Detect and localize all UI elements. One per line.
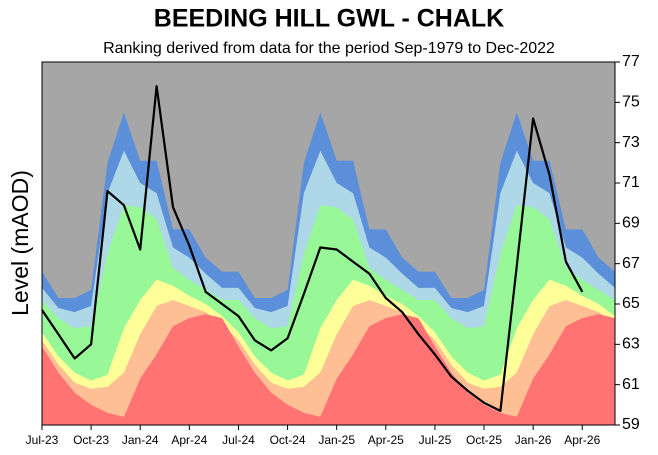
x-tick-label: Jan-26 <box>515 433 552 447</box>
x-tick-label: Oct-25 <box>466 433 502 447</box>
y-tick-label: 65 <box>622 295 640 312</box>
level-line <box>41 85 584 412</box>
band-area <box>42 314 615 425</box>
y-tick-label: 63 <box>622 336 640 353</box>
y-tick-label: 69 <box>622 215 640 232</box>
plot-frame <box>41 61 616 426</box>
x-tick-label: Jul-25 <box>419 433 452 447</box>
x-tick-label: Jan-24 <box>122 433 159 447</box>
x-tick-label: Apr-24 <box>171 433 207 447</box>
y-tick-label: 59 <box>622 416 640 433</box>
x-tick-label: Apr-25 <box>368 433 404 447</box>
chart-subtitle: Ranking derived from data for the period… <box>103 40 555 57</box>
y-tick-label: 67 <box>622 255 640 272</box>
x-tick-label: Jul-24 <box>222 433 255 447</box>
x-tick-label: Oct-24 <box>270 433 306 447</box>
y-tick-label: 75 <box>622 94 640 111</box>
x-tick-label: Jul-23 <box>26 433 59 447</box>
x-tick-label: Oct-23 <box>73 433 109 447</box>
y-tick-label: 71 <box>622 174 640 191</box>
chart-title: BEEDING HILL GWL - CHALK <box>154 5 504 33</box>
y-tick-label: 77 <box>622 53 640 70</box>
x-tick-label: Jan-25 <box>318 433 355 447</box>
y-axis-title: Level (mAOD) <box>7 170 33 316</box>
x-tick-label: Apr-26 <box>564 433 600 447</box>
y-tick-label: 73 <box>622 134 640 151</box>
y-tick-label: 61 <box>622 376 640 393</box>
